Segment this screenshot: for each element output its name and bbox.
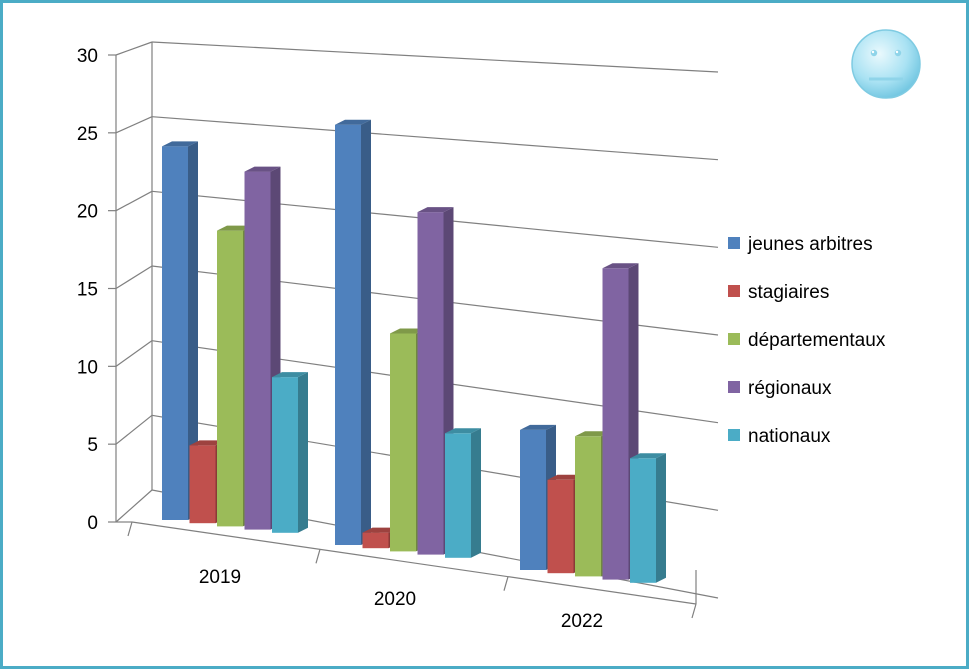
bar-top	[520, 424, 556, 430]
bar	[630, 453, 666, 583]
gridline	[151, 116, 719, 161]
x-tick-mark	[503, 576, 509, 591]
y-tick-label: 30	[77, 46, 98, 67]
legend-item: nationaux	[728, 426, 831, 447]
bar-top	[272, 372, 308, 378]
legend-swatch	[728, 429, 740, 441]
neutral-face-icon	[851, 29, 921, 99]
x-tick-mark	[691, 603, 697, 619]
bar-front	[602, 268, 629, 580]
bar	[445, 428, 481, 558]
legend-label: stagiaires	[748, 282, 829, 303]
bar-front	[547, 479, 574, 574]
legend-label: départementaux	[748, 330, 886, 351]
bar-side	[471, 428, 481, 558]
bar-front	[630, 458, 656, 583]
bar-front	[417, 212, 444, 555]
bar-top	[417, 207, 454, 213]
bar-top	[217, 225, 253, 231]
bar-top	[244, 166, 281, 172]
y-tick-labels: 0 5 10 15 20 25 30	[77, 46, 98, 534]
legend-swatch	[728, 381, 740, 393]
x-category-label: 2020	[374, 589, 416, 610]
gridline-side	[115, 190, 153, 212]
gridline	[151, 41, 719, 73]
bar-side	[188, 141, 198, 520]
legend-label: régionaux	[748, 378, 832, 399]
bar-front	[217, 230, 243, 527]
bar	[162, 141, 198, 520]
legend-label: nationaux	[748, 426, 831, 447]
bar-front	[362, 532, 389, 549]
gridline-side	[115, 41, 153, 56]
gridline-side	[115, 265, 153, 290]
y-tick-label: 0	[87, 513, 98, 534]
bar-top	[390, 328, 426, 334]
legend-item: stagiaires	[728, 282, 829, 303]
bar-top	[362, 527, 399, 533]
bar-top	[602, 263, 639, 269]
x-category-label: 2019	[199, 567, 241, 588]
y-tick-label: 10	[77, 357, 98, 378]
bar-side	[656, 453, 666, 583]
bar-front	[575, 436, 601, 577]
bar-top	[630, 453, 666, 459]
bar-top	[335, 119, 371, 125]
legend-swatch	[728, 237, 740, 249]
y-tick-label: 5	[87, 435, 98, 456]
bar-front	[390, 333, 416, 552]
bar-front	[520, 429, 546, 570]
bar-side	[298, 372, 308, 533]
legend-swatch	[728, 285, 740, 297]
bars	[162, 119, 666, 583]
gridline-side	[115, 116, 153, 134]
legend: jeunes arbitres stagiaires départementaux r…	[728, 234, 886, 447]
bar-front	[272, 377, 298, 533]
bar	[335, 119, 371, 545]
bar-front	[445, 433, 471, 558]
bar-top	[547, 474, 584, 480]
bar-side	[361, 119, 371, 545]
x-tick-mark	[127, 521, 133, 537]
gridline-side	[115, 489, 153, 523]
bar-top	[162, 141, 198, 147]
bar-front	[335, 124, 361, 545]
legend-item: régionaux	[728, 378, 832, 399]
bar-top	[575, 431, 611, 437]
legend-swatch	[728, 333, 740, 345]
axes	[108, 42, 697, 619]
legend-item: jeunes arbitres	[728, 234, 873, 255]
y-tick-label: 20	[77, 202, 98, 223]
x-tick-mark	[315, 549, 321, 564]
x-category-labels: 2019 2020 2022	[199, 567, 603, 632]
bar	[272, 372, 308, 533]
y-tick-label: 25	[77, 124, 98, 145]
gridline-side	[115, 340, 153, 367]
x-category-label: 2022	[561, 611, 603, 632]
x-axis	[131, 521, 697, 605]
bar-front	[189, 445, 216, 524]
legend-item: départementaux	[728, 330, 886, 351]
legend-label: jeunes arbitres	[747, 234, 873, 255]
gridline-side	[115, 414, 153, 445]
y-tick-label: 15	[77, 280, 98, 301]
bar-top	[445, 428, 481, 434]
bar-front	[162, 146, 188, 520]
bar-front	[244, 171, 271, 530]
bar-top	[189, 440, 226, 446]
